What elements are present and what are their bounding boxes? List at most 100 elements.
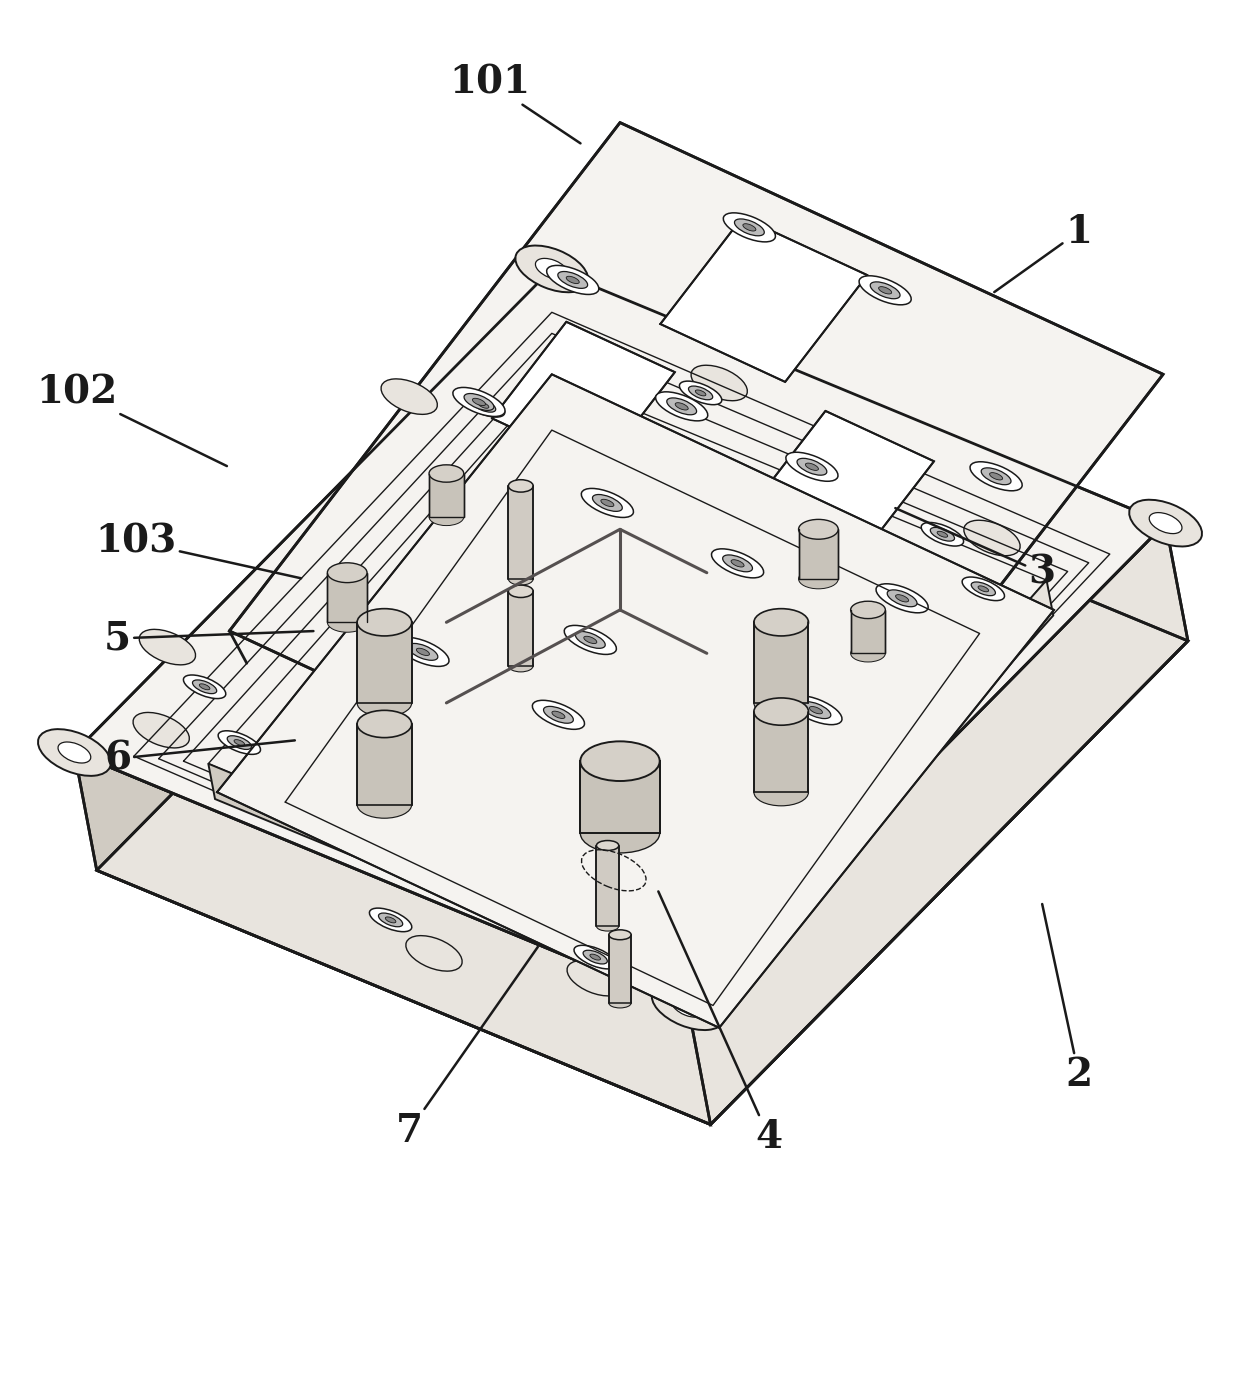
Ellipse shape — [227, 736, 252, 750]
Ellipse shape — [609, 998, 631, 1008]
Ellipse shape — [580, 742, 660, 782]
Ellipse shape — [978, 586, 988, 592]
Ellipse shape — [405, 936, 463, 971]
Ellipse shape — [397, 638, 449, 667]
Ellipse shape — [601, 500, 614, 507]
Ellipse shape — [463, 394, 505, 417]
Polygon shape — [229, 123, 1163, 882]
Ellipse shape — [508, 573, 533, 586]
Text: 102: 102 — [36, 374, 227, 465]
Ellipse shape — [652, 983, 724, 1030]
Ellipse shape — [887, 590, 918, 606]
Polygon shape — [357, 623, 412, 703]
Ellipse shape — [675, 403, 688, 410]
Ellipse shape — [963, 521, 1021, 555]
Ellipse shape — [583, 950, 608, 964]
Ellipse shape — [895, 595, 909, 602]
Ellipse shape — [357, 609, 412, 635]
Ellipse shape — [327, 563, 367, 583]
Ellipse shape — [218, 731, 260, 754]
Ellipse shape — [810, 707, 822, 714]
Ellipse shape — [357, 689, 412, 717]
Ellipse shape — [921, 522, 963, 545]
Ellipse shape — [937, 532, 947, 537]
Ellipse shape — [970, 461, 1022, 490]
Polygon shape — [74, 269, 1166, 1007]
Ellipse shape — [754, 689, 808, 717]
Polygon shape — [580, 761, 660, 833]
Ellipse shape — [580, 813, 660, 853]
Ellipse shape — [672, 996, 704, 1018]
Ellipse shape — [574, 946, 616, 969]
Polygon shape — [97, 387, 1188, 1124]
Ellipse shape — [656, 392, 708, 421]
Ellipse shape — [508, 479, 533, 492]
Ellipse shape — [429, 508, 464, 526]
Text: 1: 1 — [994, 213, 1092, 293]
Ellipse shape — [464, 394, 494, 410]
Ellipse shape — [875, 584, 929, 613]
Ellipse shape — [743, 224, 756, 231]
Ellipse shape — [786, 452, 838, 481]
Ellipse shape — [543, 706, 573, 724]
Text: 6: 6 — [104, 740, 295, 778]
Polygon shape — [508, 486, 533, 579]
Ellipse shape — [696, 389, 706, 396]
Ellipse shape — [723, 555, 753, 572]
Polygon shape — [229, 631, 789, 916]
Ellipse shape — [408, 644, 438, 660]
Polygon shape — [429, 474, 464, 516]
Polygon shape — [357, 724, 412, 805]
Polygon shape — [754, 711, 808, 793]
Ellipse shape — [567, 276, 579, 283]
Polygon shape — [751, 412, 934, 558]
Polygon shape — [661, 217, 867, 383]
Ellipse shape — [582, 489, 634, 518]
Polygon shape — [208, 764, 709, 1004]
Ellipse shape — [516, 246, 588, 293]
Ellipse shape — [596, 841, 619, 851]
Polygon shape — [609, 935, 631, 1003]
Ellipse shape — [879, 287, 892, 294]
Ellipse shape — [381, 378, 438, 414]
Ellipse shape — [870, 282, 900, 298]
Ellipse shape — [1130, 500, 1202, 547]
Ellipse shape — [609, 929, 631, 939]
Ellipse shape — [590, 954, 600, 960]
Polygon shape — [217, 374, 1054, 1027]
Ellipse shape — [797, 458, 827, 475]
Polygon shape — [754, 623, 808, 703]
Ellipse shape — [688, 387, 713, 399]
Ellipse shape — [536, 258, 568, 279]
Ellipse shape — [575, 631, 605, 648]
Ellipse shape — [754, 697, 808, 725]
Ellipse shape — [754, 609, 808, 635]
Ellipse shape — [851, 645, 885, 661]
Ellipse shape — [970, 601, 1027, 637]
Ellipse shape — [859, 276, 911, 305]
Ellipse shape — [472, 398, 486, 406]
Text: 7: 7 — [396, 947, 538, 1150]
Text: 5: 5 — [104, 620, 314, 657]
Ellipse shape — [1149, 512, 1182, 533]
Ellipse shape — [790, 696, 842, 725]
Ellipse shape — [593, 494, 622, 511]
Polygon shape — [688, 523, 1188, 1124]
Ellipse shape — [567, 960, 624, 996]
Ellipse shape — [139, 630, 196, 664]
Ellipse shape — [370, 909, 412, 932]
Ellipse shape — [58, 742, 91, 764]
Polygon shape — [327, 573, 367, 623]
Text: 103: 103 — [95, 522, 301, 579]
Ellipse shape — [357, 791, 412, 818]
Ellipse shape — [734, 220, 764, 236]
Ellipse shape — [691, 365, 748, 400]
Ellipse shape — [386, 917, 396, 923]
Ellipse shape — [508, 586, 533, 598]
Ellipse shape — [754, 779, 808, 807]
Polygon shape — [492, 322, 675, 468]
Ellipse shape — [584, 637, 596, 644]
Ellipse shape — [851, 601, 885, 619]
Ellipse shape — [990, 472, 1003, 481]
Ellipse shape — [417, 648, 429, 656]
